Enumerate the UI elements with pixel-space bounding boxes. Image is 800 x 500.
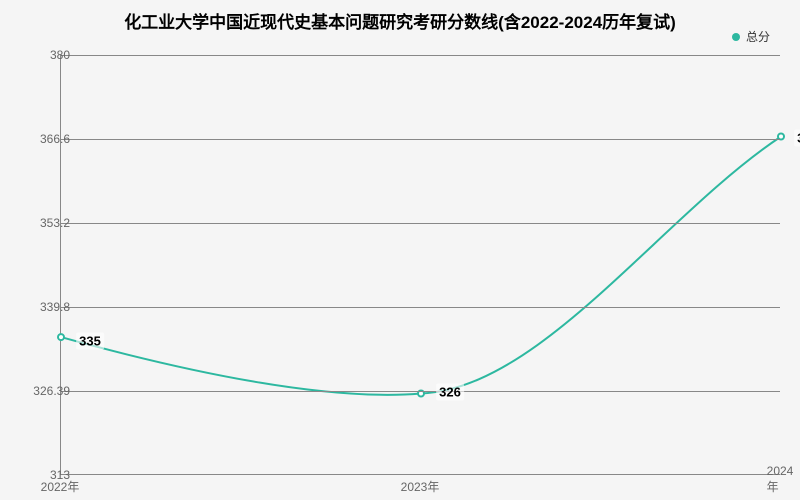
- y-tick-label: 339.8: [40, 300, 70, 314]
- series-line: [61, 136, 781, 394]
- data-label: 335: [76, 333, 104, 350]
- data-point-marker: [58, 334, 64, 340]
- grid-line: [61, 139, 780, 140]
- grid-line: [61, 391, 780, 392]
- grid-line: [61, 55, 780, 56]
- y-tick-label: 366.6: [40, 132, 70, 146]
- chart-container: 化工业大学中国近现代史基本问题研究考研分数线(含2022-2024历年复试) 总…: [0, 0, 800, 500]
- line-chart-svg: [61, 55, 780, 474]
- x-tick-label: 2023年: [401, 478, 440, 495]
- plot-area: [60, 55, 780, 475]
- legend-label: 总分: [746, 28, 770, 45]
- data-label: 367: [794, 130, 800, 147]
- grid-line: [61, 223, 780, 224]
- grid-line: [61, 307, 780, 308]
- legend-marker: [732, 33, 740, 41]
- data-label: 326: [436, 383, 464, 400]
- y-tick-label: 326.39: [33, 384, 70, 398]
- x-tick-label: 2024年: [767, 464, 794, 495]
- legend: 总分: [732, 28, 770, 45]
- x-tick-label: 2022年: [41, 478, 80, 495]
- y-tick-label: 353.2: [40, 216, 70, 230]
- y-tick-label: 380: [50, 48, 70, 62]
- chart-title: 化工业大学中国近现代史基本问题研究考研分数线(含2022-2024历年复试): [124, 8, 676, 33]
